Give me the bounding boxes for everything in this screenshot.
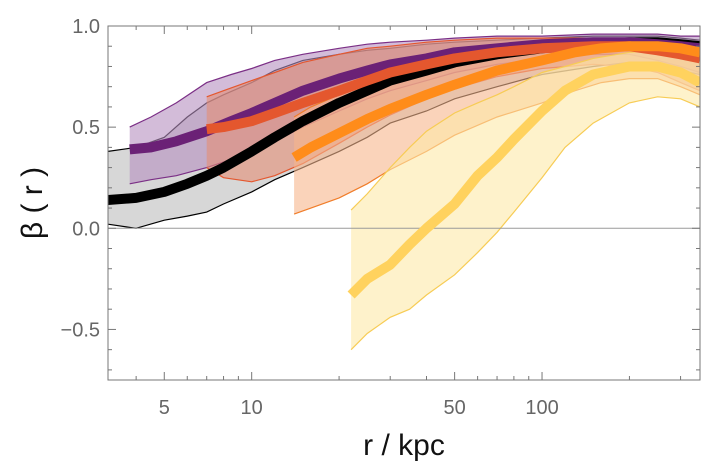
series-5-lower-edge [350, 96, 700, 351]
y-axis-title: β ( r ) [16, 167, 49, 239]
series-2-upper-edge [129, 33, 700, 128]
x-tick-label: 5 [159, 397, 170, 419]
series-5-band [351, 50, 700, 350]
series-median-lines [108, 37, 700, 299]
series-5-median-line [347, 61, 700, 299]
x-tick-label: 50 [444, 397, 466, 419]
y-tick-label: 0.5 [72, 117, 100, 139]
y-tick-label: 0.0 [72, 218, 100, 240]
x-axis-title: r / kpc [363, 429, 445, 462]
axis-ticks [108, 25, 700, 380]
x-tick-label: 10 [241, 397, 263, 419]
series-2-band [129, 34, 700, 184]
y-tick-label: 1.0 [72, 16, 100, 38]
axis-tick-labels: 5 10 50 100 −0.5 0.0 0.5 1.0 [61, 16, 559, 419]
x-tick-label: 100 [525, 397, 558, 419]
plot-frame [107, 25, 701, 381]
series-4-median-line [291, 41, 700, 162]
y-tick-label: −0.5 [61, 319, 100, 341]
